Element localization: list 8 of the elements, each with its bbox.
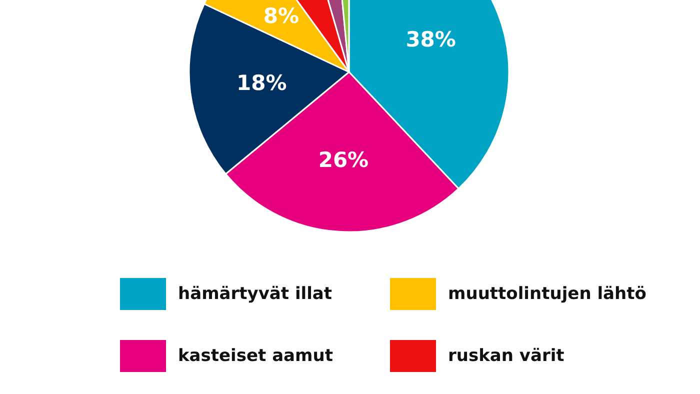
legend-label: ruskan värit xyxy=(448,346,564,366)
data-label: 26% xyxy=(318,148,369,172)
legend-label: kasteiset aamut xyxy=(178,346,333,366)
legend-label: hämärtyvät illat xyxy=(178,284,332,304)
legend-label: muuttolintujen lähtö xyxy=(448,284,646,304)
data-label: 18% xyxy=(236,71,287,96)
data-label: 8% xyxy=(263,4,300,28)
data-label: 38% xyxy=(406,28,456,52)
